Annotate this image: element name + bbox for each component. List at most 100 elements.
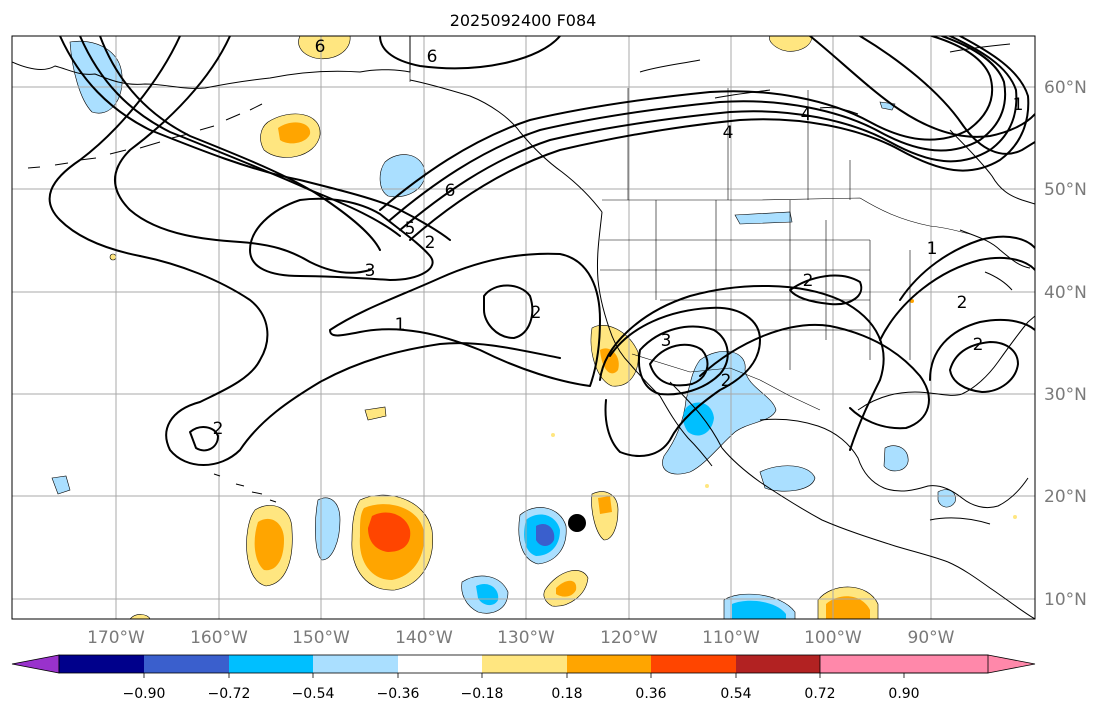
contour-line xyxy=(483,284,534,339)
positive-anomaly-region xyxy=(298,36,351,60)
contour-label: 1 xyxy=(927,239,938,259)
anomaly-shading xyxy=(51,36,1017,619)
hawaii-islands xyxy=(213,473,277,503)
colorbar-tick-label: −0.36 xyxy=(377,686,420,702)
colorbar: −0.90 −0.72 −0.54 −0.36 −0.18 0.18 0.36 … xyxy=(11,654,1036,702)
negative-anomaly-core xyxy=(732,600,786,619)
contour-line xyxy=(139,255,561,466)
longitude-label: 120°W xyxy=(600,628,658,648)
negative-anomaly-core xyxy=(476,583,499,606)
contour-label: 6 xyxy=(315,37,326,57)
hudson-bay-coast xyxy=(949,129,1035,205)
negative-anomaly-core xyxy=(536,523,555,546)
great-lakes xyxy=(959,229,1031,291)
contour-label: 2 xyxy=(213,419,224,439)
negative-anomaly-region xyxy=(734,211,793,225)
gulf-of-california xyxy=(669,381,723,449)
contour-line xyxy=(638,325,729,396)
latitude-label: 40°N xyxy=(1044,283,1087,303)
contour-line xyxy=(809,36,1035,138)
longitude-label: 140°W xyxy=(395,628,453,648)
colorbar-frame xyxy=(58,654,989,674)
contour-label: 6 xyxy=(445,181,456,201)
negative-anomaly-region xyxy=(759,465,816,492)
contour-line xyxy=(899,235,1035,301)
contour-line xyxy=(114,36,371,274)
contour-line xyxy=(409,36,1030,241)
positive-anomaly-core xyxy=(598,496,612,514)
negative-anomaly-region xyxy=(883,445,909,472)
longitude-label: 150°W xyxy=(292,628,350,648)
positive-anomaly-core xyxy=(600,348,619,374)
colorbar-tick-label: 0.18 xyxy=(551,686,582,702)
colorbar-tick-label: −0.72 xyxy=(208,686,251,702)
positive-anomaly-dot xyxy=(705,484,709,488)
contour-line xyxy=(249,197,434,281)
positive-anomaly-core xyxy=(556,580,577,597)
positive-anomaly-core xyxy=(278,122,311,144)
negative-anomaly-region xyxy=(51,475,71,495)
contour-line xyxy=(99,36,381,251)
gulf-of-mexico-coast xyxy=(759,418,1029,509)
colorbar-bin xyxy=(651,655,736,673)
contour-line xyxy=(789,274,863,306)
positive-anomaly-core xyxy=(254,518,284,571)
contour-line xyxy=(189,426,219,452)
colorbar-extend-low xyxy=(11,654,60,674)
positive-anomaly-core xyxy=(368,512,411,552)
us-gulf-east-coast xyxy=(857,315,1035,411)
latitude-label: 30°N xyxy=(1044,385,1087,405)
mexico-west-coast xyxy=(721,447,949,563)
contour-label: 6 xyxy=(427,47,438,67)
contour-line xyxy=(649,343,709,387)
contour-label: 2 xyxy=(531,303,542,323)
colorbar-bin xyxy=(144,655,229,673)
contour-label: 1 xyxy=(1013,95,1024,115)
colorbar-bin xyxy=(229,655,313,673)
storm-position-marker xyxy=(568,514,586,532)
colorbar-tick-label: 0.72 xyxy=(804,686,835,702)
longitude-label: 110°W xyxy=(702,628,760,648)
negative-anomaly-region xyxy=(315,497,341,561)
contour-labels: 6 6 1 4 5 2 3 1 2 3 2 2 2 1 2 2 4 6 xyxy=(213,37,1024,439)
negative-anomaly-region xyxy=(662,351,777,475)
colorbar-bin xyxy=(398,655,482,673)
positive-anomaly-dot xyxy=(109,253,117,261)
negative-anomaly-region xyxy=(937,489,956,508)
contour-lines xyxy=(48,36,1035,466)
longitude-label: 100°W xyxy=(804,628,862,648)
colorbar-tick-label: 0.36 xyxy=(635,686,666,702)
colorbar-bin xyxy=(567,655,651,673)
latitude-labels: 60°N 50°N 40°N 30°N 20°N 10°N xyxy=(1044,78,1087,610)
latitude-label: 50°N xyxy=(1044,180,1087,200)
contour-label: 5 xyxy=(405,219,416,239)
colorbar-tick-label: −0.90 xyxy=(123,686,166,702)
latitude-label: 10°N xyxy=(1044,590,1087,610)
colorbar-bin xyxy=(313,655,398,673)
contour-label: 4 xyxy=(723,123,734,143)
cuba-coastline xyxy=(929,517,991,525)
latitude-label: 60°N xyxy=(1044,78,1087,98)
political-borders xyxy=(409,36,971,411)
colorbar-tick-label: −0.54 xyxy=(292,686,335,702)
positive-anomaly-region xyxy=(591,491,619,541)
alaska-coastline xyxy=(12,36,411,89)
canada-province-lines xyxy=(627,88,851,200)
contour-line xyxy=(48,36,181,257)
contour-line xyxy=(949,341,1019,393)
canada-us-west-coast xyxy=(596,211,661,397)
colorbar-bin xyxy=(736,655,820,673)
baja-california-coast xyxy=(659,395,713,467)
central-america-coast xyxy=(947,561,1035,619)
contour-label: 3 xyxy=(661,331,672,351)
us-state-lines xyxy=(600,200,911,370)
colorbar-extend-high xyxy=(819,654,1036,674)
contour-line xyxy=(604,306,761,457)
positive-anomaly-region xyxy=(769,36,813,52)
map-title: 2025092400 F084 xyxy=(450,11,597,30)
longitude-labels: 170°W 160°W 150°W 140°W 130°W 120°W 110°… xyxy=(87,628,955,648)
colorbar-bin xyxy=(59,655,144,673)
coastlines xyxy=(12,36,1035,619)
contour-line xyxy=(379,36,561,70)
